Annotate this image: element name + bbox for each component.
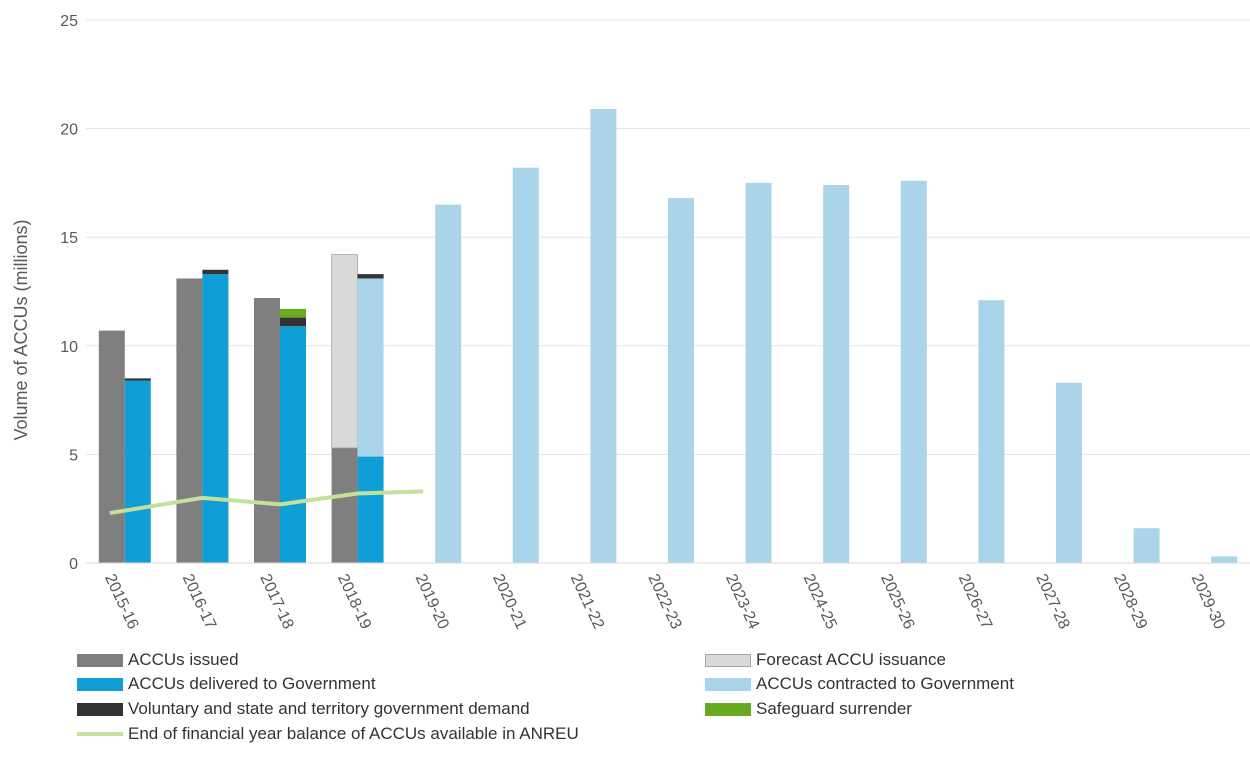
bar-voluntary-and-state-and-territory-government-demand	[357, 274, 384, 279]
y-tick-label: 5	[69, 447, 78, 464]
y-axis-ticks: 0 5 10 15 20 25	[60, 13, 78, 573]
bar-accus-contracted-to-government	[978, 300, 1005, 563]
bar-safeguard-surrender	[280, 308, 306, 318]
bar-voluntary-and-state-and-territory-government-demand	[202, 269, 229, 275]
bar-accus-issued	[254, 298, 280, 563]
y-axis-title: Volume of ACCUs (millions)	[11, 219, 31, 440]
y-tick-label: 15	[60, 230, 78, 247]
line-end-of-financial-year-balance	[109, 489, 424, 516]
x-tick-label: 2023-24	[722, 572, 762, 632]
bar-accus-contracted-to-government	[1211, 556, 1238, 563]
bar-voluntary-and-state-and-territory-government-demand	[280, 317, 306, 327]
x-tick-label: 2022-23	[644, 572, 684, 632]
bar-accus-contracted-to-government	[668, 198, 694, 563]
bar-voluntary-and-state-and-territory-government-demand	[124, 378, 151, 381]
x-tick-label: 2024-25	[800, 572, 840, 632]
y-tick-label: 0	[69, 556, 78, 573]
y-tick-label: 25	[60, 13, 78, 30]
bar-accus-contracted-to-government	[745, 182, 772, 563]
bar-accus-contracted-to-government	[823, 185, 850, 563]
bar-accus-issued	[176, 278, 203, 563]
bar-accus-contracted-to-government	[900, 180, 927, 563]
x-tick-label: 2015-16	[101, 572, 141, 632]
y-tick-label: 10	[60, 339, 78, 356]
balance-line	[109, 489, 424, 516]
bar-accus-issued	[331, 447, 358, 563]
bar-accus-issued	[98, 330, 125, 563]
x-tick-label: 2017-18	[256, 572, 296, 632]
x-tick-label: 2025-26	[877, 572, 917, 632]
bar-accus-delivered-to-government	[357, 456, 384, 563]
x-tick-label: 2026-27	[955, 572, 995, 632]
x-tick-label: 2018-19	[334, 572, 374, 632]
bars	[98, 109, 1238, 564]
x-tick-label: 2021-22	[567, 572, 607, 632]
bar-accus-contracted-to-government	[1056, 382, 1082, 563]
bar-accus-contracted-to-government	[435, 204, 462, 563]
bar-accus-contracted-to-government	[1133, 528, 1160, 563]
bar-forecast-accu-issuance	[331, 254, 359, 449]
bar-accus-contracted-to-government	[512, 167, 539, 564]
x-tick-label: 2029-30	[1188, 572, 1228, 632]
x-tick-label: 2027-28	[1032, 572, 1072, 632]
bar-accus-contracted-to-government	[590, 109, 617, 563]
x-axis-ticks: 2015-16 2016-17 2017-18 2018-19 2019-20 2020-…	[101, 572, 1228, 632]
bar-accus-delivered-to-government	[124, 380, 151, 563]
x-tick-label: 2019-20	[412, 572, 452, 632]
y-tick-label: 20	[60, 122, 78, 139]
bar-accus-delivered-to-government	[280, 326, 306, 563]
x-tick-label: 2020-21	[489, 572, 529, 632]
x-tick-label: 2028-29	[1110, 572, 1150, 632]
bar-accus-contracted-to-government	[357, 278, 384, 457]
x-tick-label: 2016-17	[179, 572, 219, 632]
bar-accus-delivered-to-government	[202, 274, 229, 563]
